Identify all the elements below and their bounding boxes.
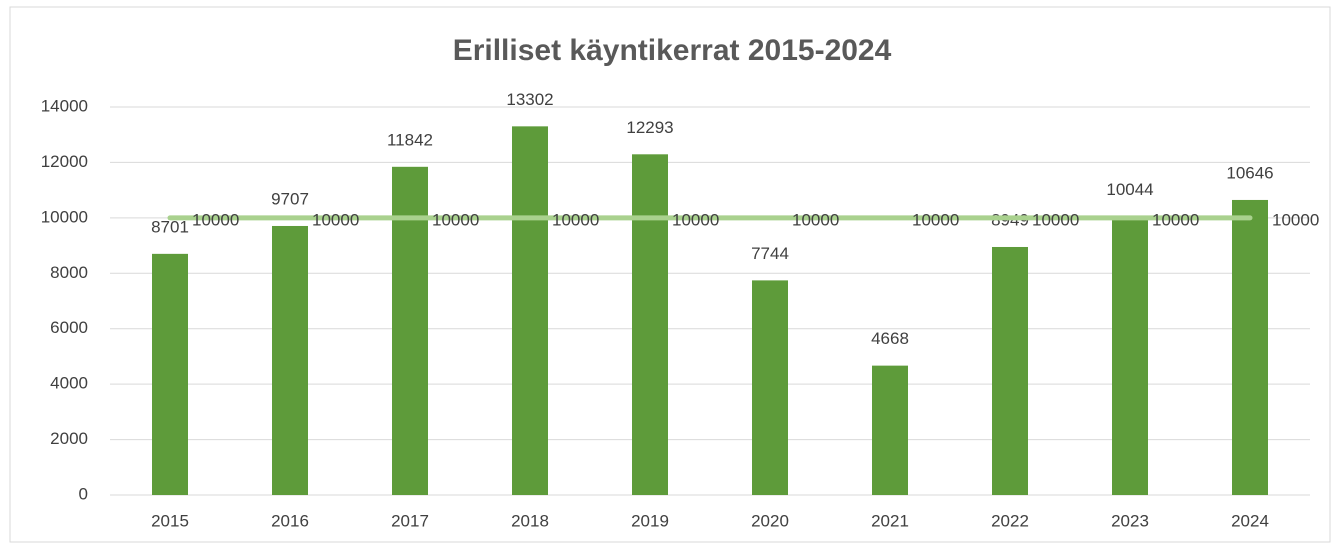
x-tick-label: 2018 bbox=[511, 511, 549, 530]
data-label: 7744 bbox=[751, 244, 789, 263]
data-label: 9707 bbox=[271, 189, 309, 208]
data-label: 10000 bbox=[672, 210, 719, 229]
x-tick-label: 2024 bbox=[1231, 511, 1269, 530]
data-label: 11842 bbox=[387, 130, 433, 149]
x-tick-label: 2017 bbox=[391, 511, 429, 530]
y-tick-label: 8000 bbox=[50, 263, 88, 282]
data-label: 10000 bbox=[432, 210, 479, 229]
data-label: 8701 bbox=[151, 217, 189, 236]
bar bbox=[1112, 216, 1148, 496]
y-tick-label: 10000 bbox=[41, 207, 88, 226]
bar bbox=[512, 126, 548, 495]
bar bbox=[872, 365, 908, 495]
data-label: 10000 bbox=[192, 210, 239, 229]
x-tick-label: 2019 bbox=[631, 511, 669, 530]
bar bbox=[992, 246, 1028, 495]
chart-title: Erilliset käyntikerrat 2015-2024 bbox=[453, 34, 892, 67]
data-label: 10000 bbox=[1272, 210, 1319, 229]
data-label: 10000 bbox=[1152, 210, 1199, 229]
x-tick-label: 2020 bbox=[751, 511, 789, 530]
bar bbox=[752, 280, 788, 495]
bar bbox=[1232, 199, 1268, 495]
data-label: 10646 bbox=[1226, 163, 1273, 182]
bar bbox=[632, 154, 668, 495]
y-tick-label: 2000 bbox=[50, 429, 88, 448]
y-tick-label: 6000 bbox=[50, 318, 88, 337]
data-label: 10000 bbox=[912, 210, 959, 229]
data-label: 10000 bbox=[552, 210, 599, 229]
data-label: 10000 bbox=[312, 210, 359, 229]
bar bbox=[152, 253, 188, 495]
x-tick-label: 2016 bbox=[271, 511, 309, 530]
data-label: 10000 bbox=[1032, 210, 1079, 229]
data-label: 12293 bbox=[626, 118, 673, 137]
x-tick-label: 2015 bbox=[151, 511, 189, 530]
data-label: 13302 bbox=[506, 90, 553, 109]
x-tick-label: 2023 bbox=[1111, 511, 1149, 530]
x-tick-label: 2022 bbox=[991, 511, 1029, 530]
bar bbox=[272, 225, 308, 496]
data-label: 10044 bbox=[1106, 180, 1153, 199]
bar bbox=[392, 166, 428, 495]
x-tick-label: 2021 bbox=[871, 511, 909, 530]
y-tick-label: 0 bbox=[79, 484, 88, 503]
y-tick-label: 14000 bbox=[41, 96, 88, 115]
chart-border bbox=[9, 6, 1331, 543]
y-tick-label: 4000 bbox=[50, 374, 88, 393]
data-label: 10000 bbox=[792, 210, 839, 229]
y-tick-label: 12000 bbox=[41, 152, 88, 171]
data-label: 4668 bbox=[871, 329, 909, 348]
